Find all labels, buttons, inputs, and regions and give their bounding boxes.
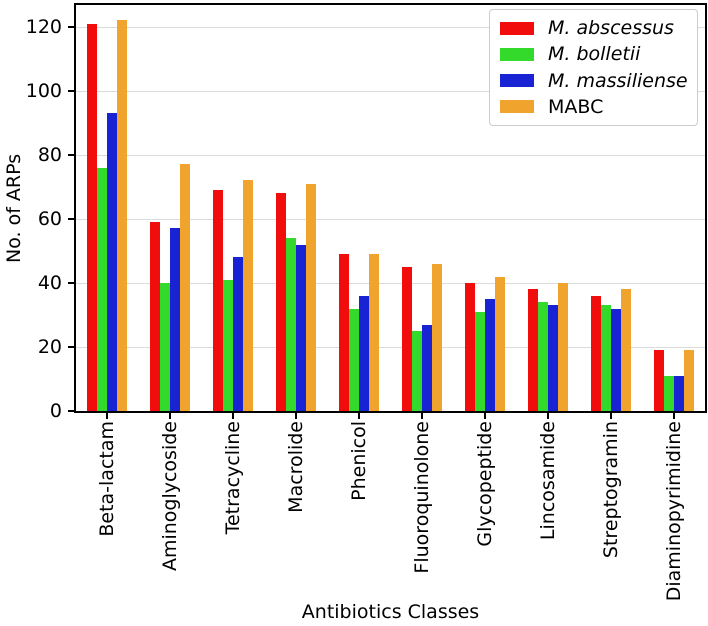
legend-item: M. abscessus [500,16,687,40]
legend-swatch [500,47,534,61]
bar-diaminopyrimidine-m-abscessus [653,350,664,411]
bar-lincosamide-m-massiliense [547,305,558,411]
y-tick-label: 20 [37,335,62,358]
y-tick [68,410,74,412]
y-tick [68,25,74,28]
bar-glycopeptide-mabc [494,276,505,411]
x-tick-label: Streptogramin [599,421,622,559]
bar-aminoglycoside-mabc [180,164,191,411]
y-tick [68,345,74,348]
bar-tetracycline-m-bolletii [223,279,234,411]
y-tick-label: 100 [25,79,62,102]
bar-glycopeptide-m-massiliense [484,298,495,411]
y-tick [68,153,74,156]
bar-beta-lactam-m-abscessus [87,23,98,411]
bar-fluoroquinolone-m-massiliense [421,324,432,411]
bar-fluoroquinolone-mabc [431,263,442,411]
x-tick [358,413,361,419]
legend-item: M. bolletii [500,42,687,66]
x-tick-label: Aminoglycoside [159,421,182,572]
bar-tetracycline-m-abscessus [213,190,224,411]
x-axis-title: Antibiotics Classes [301,601,480,623]
bar-phenicol-m-bolletii [349,308,360,411]
bar-phenicol-mabc [369,254,380,411]
bar-streptogramin-mabc [620,289,631,411]
bar-aminoglycoside-m-massiliense [170,228,181,411]
bar-macrolide-mabc [306,183,317,411]
legend-item: M. massiliense [500,69,688,93]
legend-swatch [500,21,534,35]
x-tick-label: Phenicol [348,421,371,501]
gridline-100 [76,90,705,92]
bar-phenicol-m-massiliense [359,295,370,411]
y-tick-label: 40 [37,271,62,294]
legend-label: M. bolletii [548,43,641,66]
y-axis-title: No. of ARPs [3,153,25,263]
bar-macrolide-m-bolletii [286,238,297,411]
legend-label: MABC [548,95,604,118]
bar-tetracycline-mabc [243,180,254,411]
x-tick [106,413,109,419]
x-tick [420,413,423,419]
bar-phenicol-m-abscessus [339,254,350,411]
gridline-60 [76,218,705,220]
bar-beta-lactam-m-massiliense [107,113,118,411]
legend-label: M. massiliense [548,69,688,92]
y-tick-label: 0 [49,400,62,422]
gridline-80 [76,154,705,156]
x-tick-label: Macrolide [285,421,308,513]
legend-swatch [500,74,534,88]
bar-lincosamide-mabc [557,282,568,411]
y-tick [68,281,74,284]
gridline-120 [76,26,705,28]
bar-beta-lactam-mabc [117,20,128,411]
bar-streptogramin-m-massiliense [610,308,621,411]
y-tick [68,89,74,92]
x-tick [672,413,675,419]
bar-tetracycline-m-massiliense [233,257,244,411]
x-tick-label: Diaminopyrimidine [662,421,685,602]
bar-beta-lactam-m-bolletii [97,167,108,411]
legend: M. abscessus M. bolletii M. massiliense MAB… [489,9,698,126]
bar-fluoroquinolone-m-abscessus [401,266,412,411]
bar-glycopeptide-m-bolletii [474,311,485,411]
bar-glycopeptide-m-abscessus [464,282,475,411]
y-tick [68,217,74,220]
legend-swatch [500,100,534,114]
x-tick [232,413,235,419]
bar-fluoroquinolone-m-bolletii [411,330,422,411]
x-tick-label: Beta-lactam [96,421,119,537]
x-tick [295,413,298,419]
legend-item: MABC [500,95,687,119]
bar-diaminopyrimidine-m-bolletii [663,375,674,411]
bar-aminoglycoside-m-bolletii [160,282,171,411]
y-tick-label: 60 [37,207,62,230]
bar-lincosamide-m-bolletii [537,302,548,411]
y-tick-label: 120 [25,15,62,38]
bar-diaminopyrimidine-m-massiliense [673,375,684,411]
gridline-20 [76,346,705,348]
bar-diaminopyrimidine-mabc [683,350,694,411]
x-tick-label: Tetracycline [222,421,245,535]
y-tick-label: 80 [37,143,62,166]
x-tick [483,413,486,419]
x-tick-label: Glycopeptide [473,421,496,547]
bar-streptogramin-m-abscessus [590,295,601,411]
x-tick [169,413,172,419]
legend-label: M. abscessus [548,17,674,40]
x-tick-label: Fluoroquinolone [410,421,433,574]
bar-aminoglycoside-m-abscessus [150,222,161,411]
bar-lincosamide-m-abscessus [527,289,538,411]
bar-streptogramin-m-bolletii [600,305,611,411]
bar-macrolide-m-massiliense [296,244,307,411]
x-tick [609,413,612,419]
gridline-40 [76,282,705,284]
x-tick-label: Lincosamide [536,421,559,541]
bar-macrolide-m-abscessus [276,193,287,411]
x-tick [546,413,549,419]
